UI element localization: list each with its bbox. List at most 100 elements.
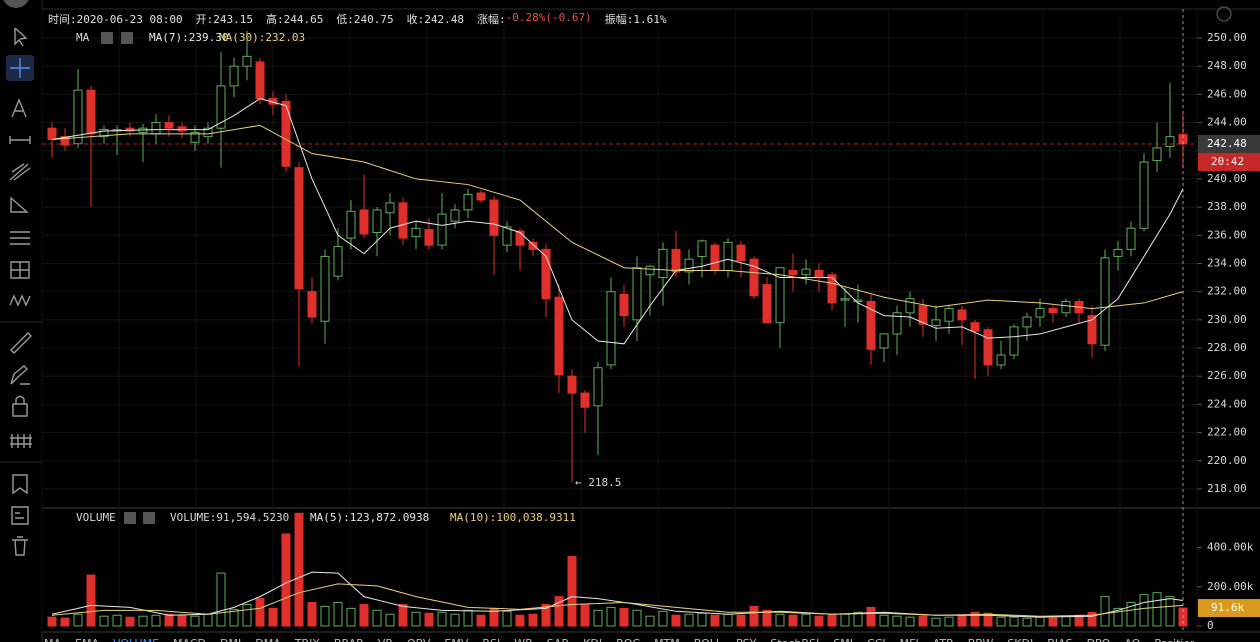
legend-entry: MA(7):239.30 (149, 31, 228, 44)
tool-ruler[interactable] (10, 332, 32, 354)
tool-lock[interactable] (12, 395, 28, 417)
volume-bar (229, 608, 239, 627)
indicator-tab[interactable]: SAR (547, 632, 569, 642)
tool-delete[interactable] (12, 536, 28, 556)
volume-bar (957, 614, 967, 627)
avatar[interactable] (2, 0, 30, 8)
volume-bar (1165, 596, 1175, 627)
indicator-tab[interactable]: OBV (407, 632, 430, 642)
settings-icon[interactable] (1216, 6, 1232, 22)
settings-button[interactable] (124, 512, 136, 524)
tool-wave[interactable] (9, 294, 31, 307)
candle-body (593, 367, 603, 407)
tool-grid[interactable] (10, 261, 30, 279)
candle-body (385, 202, 395, 214)
candle-body (164, 122, 174, 129)
indicator-tab[interactable]: DPO (1087, 632, 1111, 642)
volume-bar (710, 614, 720, 627)
candle-body (281, 100, 291, 167)
candle-body (424, 229, 434, 246)
indicator-tab[interactable]: MACD (173, 632, 206, 642)
volume-bar (619, 607, 629, 627)
volume-bar (554, 596, 564, 627)
volume-bar (385, 613, 395, 627)
indicator-tab[interactable]: SMI (833, 632, 853, 642)
indicator-tab[interactable]: Position (1154, 632, 1194, 642)
candle-body (294, 167, 304, 290)
indicator-tab[interactable]: KDJ (583, 632, 602, 642)
ma-line (51, 98, 1184, 345)
candle-body (580, 392, 590, 408)
info-item: 低:240.75 (336, 13, 394, 26)
y-tick-label: 240.00 (1207, 172, 1247, 185)
candle-body (736, 244, 746, 262)
tool-channel[interactable] (9, 163, 31, 181)
indicator-tab[interactable]: RSI (482, 632, 500, 642)
volume-bar (593, 609, 603, 627)
tool-crosshair[interactable] (10, 58, 30, 78)
indicator-tab[interactable]: MFI (900, 632, 919, 642)
indicator-tab[interactable]: CCI (867, 632, 886, 642)
indicator-tab[interactable]: StochRSI (770, 632, 819, 642)
indicator-tab[interactable]: ATR (933, 632, 954, 642)
settings-button[interactable] (101, 32, 113, 44)
tool-triangle[interactable] (10, 196, 29, 213)
candle-body (762, 284, 772, 324)
indicator-tab[interactable]: EMA (75, 632, 99, 642)
tool-bookmark[interactable] (12, 474, 28, 495)
volume-bar (632, 609, 642, 627)
tool-brush[interactable] (10, 365, 30, 385)
tool-line[interactable] (9, 136, 31, 144)
indicator-tab[interactable]: MA (44, 632, 61, 642)
close-button[interactable] (121, 32, 133, 44)
indicator-tab[interactable]: WR (514, 632, 533, 642)
indicator-tab[interactable]: TRIX (295, 632, 320, 642)
candle-body (1061, 301, 1071, 314)
volume-bar (515, 614, 525, 627)
volume-bar (372, 609, 382, 627)
y-tick-label: 230.00 (1207, 313, 1247, 326)
tool-pointer[interactable] (14, 27, 28, 47)
countdown-bg (1198, 152, 1260, 171)
indicator-tab[interactable]: DMI (220, 632, 241, 642)
volume-bar (1035, 616, 1045, 627)
volume-bar (151, 614, 161, 627)
indicator-tab[interactable]: BBW (968, 632, 994, 642)
volume-tick-label: 0 (1207, 619, 1214, 632)
tool-text[interactable] (11, 98, 27, 118)
tool-notes[interactable] (11, 506, 29, 525)
indicator-tab[interactable]: BOLL (694, 632, 722, 642)
y-tick-label: 224.00 (1207, 397, 1247, 410)
tool-fib[interactable] (10, 231, 30, 245)
volume-bar (307, 601, 317, 627)
candle-body (1022, 316, 1032, 328)
y-tick-label: 244.00 (1207, 116, 1247, 129)
indicator-tab[interactable]: SKDJ (1007, 632, 1033, 642)
tool-candles[interactable] (10, 434, 32, 448)
volume-bar (1152, 592, 1162, 627)
volume-bar (1009, 616, 1019, 627)
indicator-tab[interactable]: DMA (255, 632, 281, 642)
candle-body (99, 129, 109, 138)
candle-body (866, 301, 876, 350)
candle-body (554, 296, 564, 376)
candle-body (320, 255, 330, 322)
close-button[interactable] (143, 512, 155, 524)
candle-body (632, 267, 642, 321)
candle-body (801, 268, 811, 276)
volume-bar (879, 614, 889, 627)
indicator-tab[interactable]: VOLUME (113, 632, 159, 642)
indicator-tab[interactable]: BIAS (1047, 632, 1072, 642)
indicator-tab[interactable]: PSY (736, 632, 756, 642)
candle-body (931, 319, 941, 326)
candle-body (242, 55, 252, 67)
indicator-tab[interactable]: VR (378, 632, 393, 642)
indicator-tab[interactable]: EMV (444, 632, 468, 642)
volume-tag-bg (1198, 599, 1260, 618)
candle-body (658, 248, 668, 279)
indicator-tab[interactable]: AO (1124, 632, 1140, 642)
indicator-tab[interactable]: MTM (654, 632, 680, 642)
indicator-tab[interactable]: ROC (616, 632, 640, 642)
volume-bar (1126, 601, 1136, 627)
indicator-tab[interactable]: BRAR (334, 632, 364, 642)
